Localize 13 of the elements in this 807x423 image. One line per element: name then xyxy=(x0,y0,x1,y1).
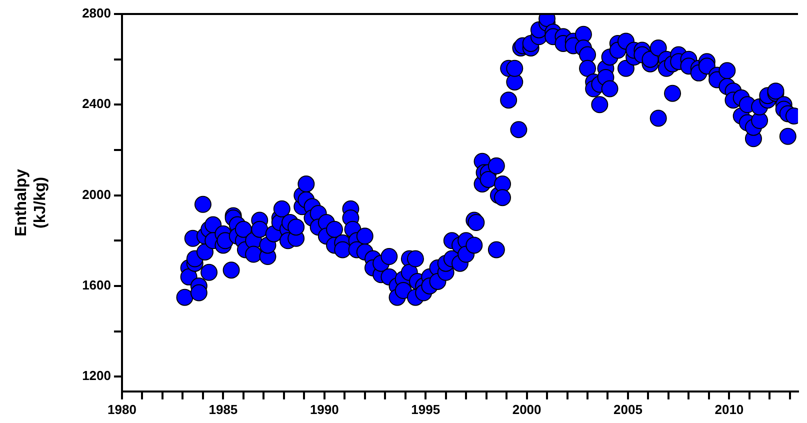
x-tick-label: 1990 xyxy=(310,402,339,417)
y-tick-label: 1600 xyxy=(82,278,111,293)
x-tick-label: 2000 xyxy=(512,402,542,417)
y-axis-title: Enthalpy (kJ/kg) xyxy=(13,168,50,236)
y-tick-label: 2400 xyxy=(82,96,111,112)
y-tick-label: 2000 xyxy=(82,186,111,202)
x-tick-label: 2010 xyxy=(714,402,744,417)
y-tick-label: 2800 xyxy=(82,6,111,21)
x-tick-label: 1995 xyxy=(411,402,440,417)
y-tick-label: 1200 xyxy=(82,368,111,384)
x-tick-label: 1985 xyxy=(208,402,238,417)
x-tick-label: 1980 xyxy=(108,402,136,417)
x-tick-label: 2005 xyxy=(614,402,642,417)
